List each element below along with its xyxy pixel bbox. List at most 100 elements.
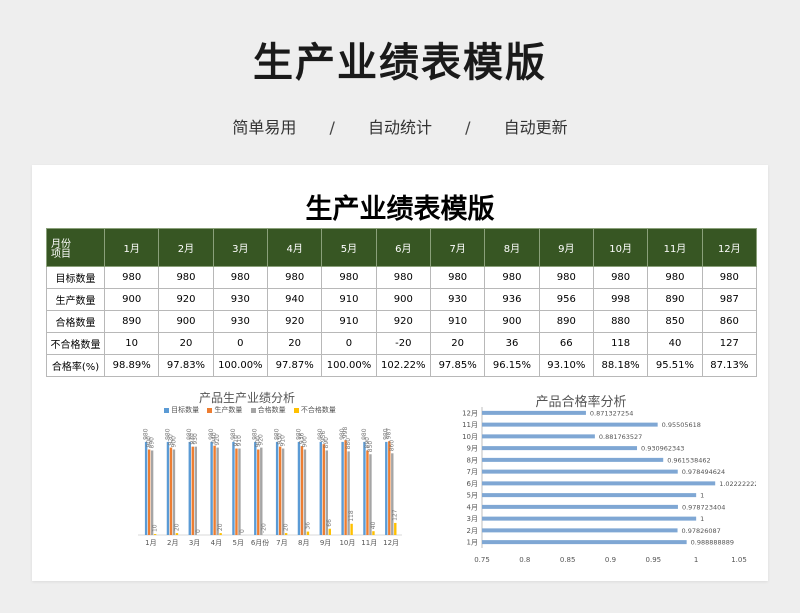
data-label: 910 <box>279 435 286 447</box>
legend-swatch-target <box>164 407 170 413</box>
category-label: 11月 <box>462 421 478 429</box>
data-label: 980 <box>317 428 324 440</box>
table-cell: 96.15% <box>484 354 540 377</box>
data-label: 980 <box>230 428 237 440</box>
category-label: 1月 <box>467 539 478 547</box>
table-cell: 0 <box>212 332 268 355</box>
bar-1 <box>147 449 151 535</box>
table-cell: 850 <box>647 310 703 333</box>
bar-2 <box>281 448 285 535</box>
data-label: 980 <box>208 428 215 440</box>
bar-0 <box>210 441 213 535</box>
bar-1 <box>278 446 282 535</box>
table-cell: 95.51% <box>647 354 703 377</box>
table-cell: 127 <box>701 332 758 355</box>
bar-1 <box>257 449 260 535</box>
rate-bar <box>482 493 697 498</box>
data-label: 980 <box>164 428 171 440</box>
data-label: 860 <box>389 440 396 452</box>
data-label: 930 <box>192 433 199 445</box>
data-label: 0.97826087 <box>682 527 721 535</box>
data-label: 0.871327254 <box>590 409 633 417</box>
data-label: 920 <box>167 434 174 446</box>
month-header: 4月 <box>266 228 323 267</box>
bar-3 <box>219 533 222 535</box>
month-header: 1月 <box>103 228 160 267</box>
bar-3 <box>306 531 310 535</box>
table-cell: 920 <box>375 310 431 333</box>
table-cell: 102.22% <box>375 354 431 377</box>
table-cell: 980 <box>429 266 486 289</box>
data-label: 900 <box>145 436 152 448</box>
data-label: -20 <box>261 523 268 533</box>
bar-2 <box>347 451 350 535</box>
data-label: 1 <box>700 492 704 500</box>
table-cell: 890 <box>647 288 703 311</box>
table-cell: 20 <box>266 332 323 355</box>
month-header: 11月 <box>647 228 703 267</box>
bar-1 <box>191 446 194 535</box>
table-cell: 980 <box>647 266 703 289</box>
tag-auto-stats: 自动统计 <box>367 118 432 137</box>
category-label: 3月 <box>467 515 478 523</box>
data-label: 980 <box>273 428 280 440</box>
month-header: 10月 <box>592 228 649 267</box>
row-label: 生产数量 <box>46 288 105 311</box>
table-cell: 910 <box>321 288 377 311</box>
category-label: 6月 <box>467 480 478 488</box>
x-tick-label: 0.95 <box>646 556 662 564</box>
production-chart-title: 产品生产业绩分析 <box>198 391 295 405</box>
spreadsheet-preview: 生产业绩表模版 月份 项目 1月 2月 3月 4月 5月 6月 7月 8月 9月 10月 11月 12… <box>32 165 768 581</box>
bar-2 <box>194 446 197 535</box>
category-label: 7月 <box>276 539 287 547</box>
bar-0 <box>363 441 366 535</box>
month-header: 3月 <box>212 228 268 267</box>
bar-0 <box>232 441 235 535</box>
data-label: 900 <box>170 436 177 448</box>
data-label: 0.881763527 <box>599 433 642 441</box>
category-label: 2月 <box>167 539 178 547</box>
table-cell: 980 <box>484 266 540 289</box>
rate-bar <box>482 457 664 462</box>
rate-bar <box>482 434 595 439</box>
category-label: 4月 <box>211 539 222 547</box>
category-label: 2月 <box>467 527 478 535</box>
data-label: 910 <box>236 435 243 447</box>
bar-2 <box>391 453 394 535</box>
data-label: 998 <box>342 427 349 439</box>
table-row: 不合格数量 10 20 0 20 0 -20 20 36 66 118 40 127 <box>46 332 758 355</box>
data-label: 980 <box>252 428 259 440</box>
bar-1 <box>344 440 347 535</box>
category-label: 11月 <box>361 539 377 547</box>
data-label: 36 <box>304 522 311 530</box>
tag-separator: / <box>465 118 471 137</box>
table-cell: 920 <box>158 288 214 311</box>
category-label: 3月 <box>189 539 200 547</box>
bar-0 <box>341 441 344 535</box>
bar-1 <box>322 444 325 535</box>
bar-2 <box>238 448 241 535</box>
bar-2 <box>216 447 219 535</box>
pass-rate-chart-plot: 1月 0.988888889 2月 0.97826087 3月 1 4月 0.97872340… <box>462 407 756 564</box>
table-cell: 956 <box>538 288 594 311</box>
data-label: 0 <box>195 529 202 533</box>
table-cell: 998 <box>592 288 649 311</box>
data-label: 936 <box>298 432 305 444</box>
table-cell: 930 <box>212 288 268 311</box>
month-header: 12月 <box>701 228 758 267</box>
bar-0 <box>275 441 279 535</box>
category-label: 10月 <box>462 433 478 441</box>
row-label: 不合格数量 <box>46 332 105 355</box>
x-tick-label: 0.85 <box>560 556 576 564</box>
production-chart-plot: 980900890101月980920900202月98093093003月98… <box>138 427 402 547</box>
month-header: 8月 <box>484 228 540 267</box>
category-label: 7月 <box>467 468 478 476</box>
table-cell: 900 <box>103 288 160 311</box>
table-cell: 860 <box>701 310 758 333</box>
table-cell: 980 <box>212 266 268 289</box>
bar-0 <box>166 441 170 535</box>
data-label: 0.95505618 <box>662 421 701 429</box>
table-cell: 97.83% <box>158 354 214 377</box>
table-cell: 20 <box>158 332 214 355</box>
bar-3 <box>328 528 331 535</box>
